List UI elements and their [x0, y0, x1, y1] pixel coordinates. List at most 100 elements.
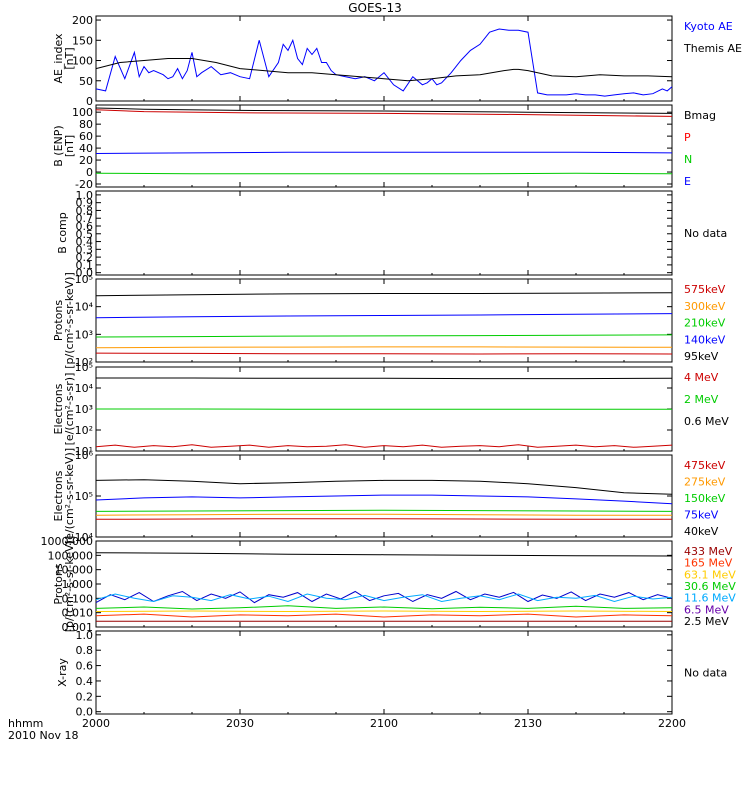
series-line-140kev — [95, 313, 673, 319]
y-axis-label: B (ENP) — [52, 125, 65, 166]
legend-entry: 40keV — [684, 525, 719, 538]
legend-entry: 95keV — [684, 350, 719, 363]
y-tick-label: 20 — [79, 154, 93, 167]
y-tick-label: 80 — [79, 118, 93, 131]
panel-b-comp: 0.00.10.20.30.40.50.60.70.80.91.0 B comp N… — [56, 189, 727, 280]
panel-electrons-kev-: 10⁴ 10⁵ 10⁶ Electrons[e/(cm²-s-sr-keV)] 475k… — [52, 448, 726, 544]
series-line-30-6-mev — [95, 605, 673, 610]
legend-entry: 4 MeV — [684, 371, 719, 384]
y-axis-label: [nT] — [63, 135, 76, 157]
legend-entry: 210keV — [684, 317, 726, 330]
y-tick-label: 1.0 — [76, 629, 94, 642]
panel-frame — [95, 454, 673, 538]
series-line-2-5-mev — [95, 552, 673, 557]
y-tick-label: 0.010 — [62, 607, 94, 620]
series-line-275kev — [95, 513, 672, 516]
y-tick-label: 100 — [72, 106, 93, 119]
y-axis-label: [p/(cm²-s-sr-keV)] — [63, 272, 76, 369]
y-tick-label: 10⁵ — [75, 490, 93, 503]
series-line-themis-ae — [95, 58, 673, 82]
y-tick-label: 10² — [75, 356, 93, 369]
y-tick-label: 0.2 — [76, 690, 94, 703]
legend-entry: 475keV — [684, 459, 726, 472]
legend-entry: 75keV — [684, 509, 719, 522]
legend-entry: 30.6 MeV — [684, 580, 736, 593]
legend-entry: 140keV — [684, 333, 726, 346]
y-axis-label: Electrons — [52, 383, 65, 434]
panel-frame — [95, 278, 673, 363]
y-tick-label: 0.6 — [76, 660, 94, 673]
y-tick-label: 10⁵ — [75, 273, 93, 286]
legend-entry: 150keV — [684, 492, 726, 505]
series-line-300kev — [95, 346, 673, 349]
no-data-note: No data — [684, 227, 727, 240]
legend-entry: 0.6 MeV — [684, 415, 729, 428]
x-tick-label: 2200 — [658, 717, 686, 730]
series-line-95kev — [95, 292, 673, 297]
y-axis-label: [e/(cm²-s-sr)] — [63, 373, 76, 446]
legend-entry: 63.1 MeV — [684, 568, 736, 581]
series-line-40kev — [95, 479, 673, 495]
series-line-p — [95, 109, 673, 117]
y-tick-label: 150 — [72, 34, 93, 47]
panel-frame — [95, 540, 673, 628]
y-tick-label: 0.6 — [76, 220, 94, 233]
y-tick-label: 0.2 — [76, 251, 94, 264]
y-axis-label: B comp — [56, 212, 69, 254]
y-tick-label: 200 — [72, 14, 93, 27]
y-tick-label: 40 — [79, 142, 93, 155]
y-tick-label: 100.000 — [48, 549, 94, 562]
x-tick-label: 2000 — [82, 717, 110, 730]
page-title: GOES-13 — [348, 1, 402, 15]
series-line-kyoto-ae — [95, 28, 673, 97]
x-tick-label: 2130 — [514, 717, 542, 730]
y-tick-label: 1.000 — [62, 578, 94, 591]
series-line-11-6-mev — [95, 593, 673, 603]
y-tick-label: 10¹ — [75, 445, 93, 458]
series-line-75kev — [95, 494, 673, 505]
y-tick-label: 100 — [72, 55, 93, 68]
series-line-bmag — [95, 107, 673, 114]
y-axis-label: Protons — [52, 563, 65, 604]
panel-protons: 10² 10³ 10⁴ 10⁵ Protons[p/(cm²-s-sr-keV)] 575… — [52, 272, 726, 369]
panel-electrons-mev-: 10¹ 10² 10³ 10⁴ 10⁵ Electrons[e/(cm²-s-sr)] 4 … — [52, 361, 729, 458]
series-line-0-6-mev — [96, 377, 673, 380]
y-tick-label: 1000.000 — [41, 535, 94, 548]
y-tick-label: 10⁴ — [75, 301, 94, 314]
series-line-4-mev — [95, 444, 673, 448]
y-axis-label: Protons — [52, 300, 65, 341]
y-tick-label: 0.001 — [62, 621, 94, 634]
y-tick-label: 10.000 — [55, 564, 94, 577]
legend-entry: 165 MeV — [684, 557, 733, 570]
y-tick-label: -20 — [75, 178, 93, 191]
series-line-e — [95, 151, 673, 154]
x-tick-label: 2100 — [370, 717, 398, 730]
legend-entry: 433 MeV — [684, 545, 733, 558]
y-tick-label: 50 — [79, 75, 93, 88]
y-tick-label: 0.4 — [76, 675, 94, 688]
legend-entry: 575keV — [684, 283, 726, 296]
y-tick-label: 10⁵ — [75, 361, 93, 374]
y-tick-label: 0.3 — [76, 243, 94, 256]
y-tick-label: 10⁶ — [75, 449, 94, 462]
y-axis-label: Electrons — [52, 470, 65, 521]
y-tick-label: 0.0 — [76, 267, 94, 280]
y-tick-label: 0 — [86, 166, 93, 179]
x-tick-label: 2030 — [226, 717, 254, 730]
panel-ae: 0 50 100 150 200 AE_index[nT] Kyoto AE Themis A… — [52, 14, 742, 108]
time-label-hhmm: hhmm — [8, 717, 44, 730]
legend-entry: 11.6 MeV — [684, 592, 736, 605]
series-line-475kev — [95, 518, 672, 520]
panel-x-ray: 0.0 0.2 0.4 0.6 0.8 1.0 X-ray No data — [56, 629, 727, 719]
series-line-63-1-mev — [95, 610, 673, 613]
y-axis-label: [p/(cm²-s-sr-keV)] — [63, 536, 76, 633]
legend-entry: E — [684, 175, 691, 188]
y-tick-label: 0.0 — [76, 706, 94, 719]
y-tick-label: 60 — [79, 130, 93, 143]
series-line-150kev — [95, 509, 673, 512]
y-tick-label: 1.0 — [76, 189, 94, 202]
y-tick-label: 0.7 — [76, 212, 94, 225]
y-tick-label: 10⁴ — [75, 382, 94, 395]
legend-entry: 6.5 MeV — [684, 603, 729, 616]
